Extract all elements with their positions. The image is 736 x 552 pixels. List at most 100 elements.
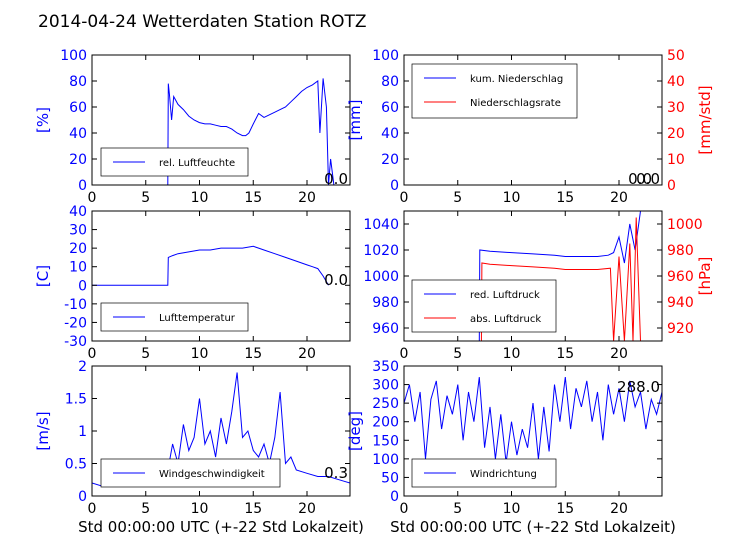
y2-tick-label: 0 — [667, 178, 676, 194]
x-tick-label: 5 — [141, 346, 150, 362]
x-tick-label: 20 — [610, 190, 628, 206]
x-tick-label: 0 — [88, 501, 97, 517]
x-tick-label: 5 — [453, 346, 462, 362]
series-line-humidity-0 — [92, 78, 335, 185]
x-tick-label: 20 — [610, 501, 628, 517]
legend-entry: Lufttemperatur — [159, 313, 236, 324]
y-tick-label: 1040 — [363, 217, 399, 233]
y-tick-label: 0 — [78, 489, 87, 505]
y-tick-label: -20 — [64, 315, 87, 331]
y-tick-label: 1 — [78, 424, 87, 440]
y-tick-label: 10 — [69, 260, 87, 276]
current-value-readout-2: 0.0 — [628, 170, 652, 188]
series-line-direction-0 — [404, 377, 662, 463]
y-tick-label: 350 — [372, 359, 399, 375]
series-line-temperature-0 — [92, 245, 329, 286]
y-tick-label: 30 — [69, 223, 87, 239]
y-tick-label: 300 — [372, 378, 399, 394]
x-tick-label: 0 — [88, 190, 97, 206]
x-tick-label: 0 — [400, 190, 409, 206]
y-tick-label: 250 — [372, 396, 399, 412]
x-tick-label: 0 — [88, 346, 97, 362]
y-tick-label: 0 — [78, 178, 87, 194]
y-tick-label: 40 — [381, 126, 399, 142]
y-axis-label: [m/s] — [34, 411, 52, 450]
wind-speed-plot: 0 5 10 15 20 0 0.5 1 1.5 2 [m/s] Std 00:00:00 UTC (… — [34, 359, 364, 536]
y-tick-label: 150 — [372, 433, 399, 449]
precipitation-plot: 0 5 10 15 20 0 20 40 60 80 100 0 10 20 30 40 50 [mm] [mm/s… — [346, 48, 714, 206]
y2-tick-label: 20 — [667, 126, 685, 142]
plot-frame — [403, 365, 663, 497]
y-tick-label: 80 — [381, 74, 399, 90]
y2-tick-label: 30 — [667, 100, 685, 116]
x-tick-label: 10 — [191, 190, 209, 206]
y-tick-label: 1020 — [363, 243, 399, 259]
x-tick-label: 15 — [556, 190, 574, 206]
y-tick-label: 200 — [372, 415, 399, 431]
x-tick-label: 15 — [556, 346, 574, 362]
y-tick-label: 80 — [69, 74, 87, 90]
y-tick-label: 980 — [372, 295, 399, 311]
x-tick-label: 10 — [191, 501, 209, 517]
current-value-readout: 0.3 — [324, 464, 348, 482]
x-axis-label: Std 00:00:00 UTC (+-22 Std Lokalzeit) — [78, 518, 364, 536]
x-tick-label: 10 — [191, 346, 209, 362]
y-tick-label: 60 — [381, 100, 399, 116]
legend-entry: rel. Luftfeuchte — [159, 158, 235, 169]
y-tick-label: 100 — [372, 452, 399, 468]
x-tick-label: 5 — [453, 190, 462, 206]
y-axis-label: [mm] — [346, 100, 364, 141]
y2-tick-label: 960 — [667, 269, 694, 285]
plot-frame — [91, 54, 351, 186]
x-tick-label: 5 — [453, 501, 462, 517]
legend-entry: Windrichtung — [470, 469, 537, 480]
y2-tick-label: 940 — [667, 295, 694, 311]
y2-tick-label: 40 — [667, 74, 685, 90]
y-tick-label: 2 — [78, 359, 87, 375]
x-tick-label: 0 — [400, 346, 409, 362]
y-tick-label: 0.5 — [65, 457, 87, 473]
x-tick-label: 15 — [244, 190, 262, 206]
temperature-plot: 0 5 10 15 20 -30 -20 -10 0 10 20 30 40 [C] Lufttempera… — [34, 204, 351, 362]
y-tick-label: 40 — [69, 204, 87, 220]
series-line-pressure-0 — [478, 211, 641, 341]
x-tick-label: 20 — [610, 346, 628, 362]
plot-frame — [403, 54, 663, 186]
x-tick-label: 5 — [141, 501, 150, 517]
x-tick-label: 20 — [298, 501, 316, 517]
y2-tick-label: 50 — [667, 48, 685, 64]
y2-tick-label: 920 — [667, 321, 694, 337]
x-tick-label: 15 — [244, 346, 262, 362]
plot-frame — [91, 210, 351, 342]
y-tick-label: 40 — [69, 126, 87, 142]
x-tick-label: 20 — [298, 346, 316, 362]
x-tick-label: 0 — [400, 501, 409, 517]
y-tick-label: 1000 — [363, 269, 399, 285]
current-value-readout: 0.0 — [636, 170, 660, 188]
pressure-plot: 0 5 10 15 20 960 980 1000 1020 1040 920 940 960 980 10… — [363, 210, 714, 362]
series-line-pressure-1 — [480, 217, 641, 341]
y-tick-label: 960 — [372, 321, 399, 337]
x-tick-label: 10 — [503, 346, 521, 362]
y-tick-label: 20 — [69, 241, 87, 257]
legend-entry: abs. Luftdruck — [470, 314, 541, 325]
legend-box — [411, 279, 557, 333]
y-tick-label: -10 — [64, 297, 87, 313]
legend-entry: Windgeschwindigkeit — [159, 469, 265, 480]
y-tick-label: 1.5 — [65, 392, 87, 408]
x-tick-label: 10 — [503, 501, 521, 517]
current-value-readout: 0.0 — [324, 170, 348, 188]
y2-tick-label: 10 — [667, 152, 685, 168]
figure-title: 2014-04-24 Wetterdaten Station ROTZ — [38, 12, 367, 32]
x-tick-label: 15 — [244, 501, 262, 517]
y-axis-label: [deg] — [346, 411, 364, 451]
y2-tick-label: 980 — [667, 243, 694, 259]
x-axis-label: Std 00:00:00 UTC (+-22 Std Lokalzeit) — [390, 518, 676, 536]
y-tick-label: 0 — [78, 278, 87, 294]
legend-box — [411, 63, 578, 119]
x-tick-label: 10 — [503, 190, 521, 206]
y-tick-label: -30 — [64, 334, 87, 350]
y-tick-label: 60 — [69, 100, 87, 116]
y-axis-label: [%] — [34, 107, 52, 133]
